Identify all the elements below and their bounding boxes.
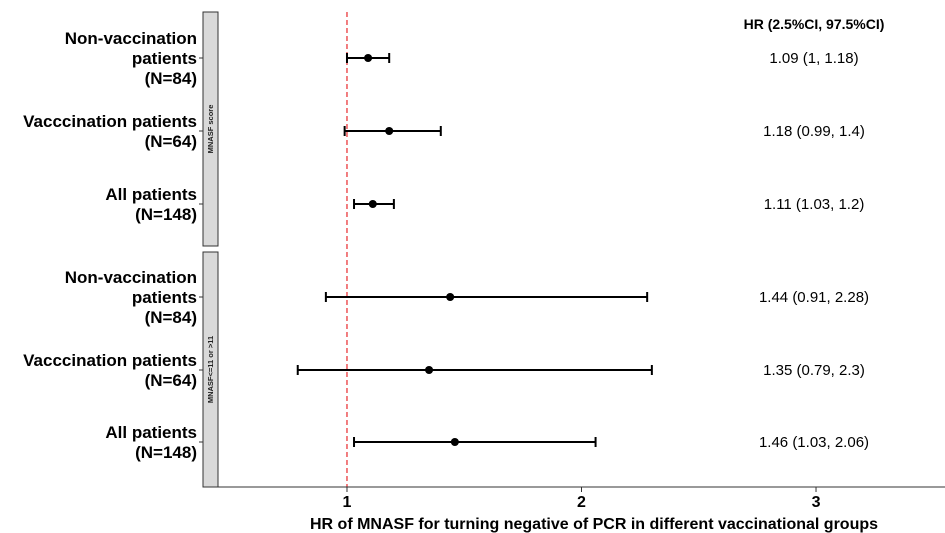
- hr-column-header: HR (2.5%CI, 97.5%CI): [744, 16, 885, 32]
- row-label: Non-vaccination patients (N=84): [65, 29, 197, 88]
- hr-point: [425, 366, 434, 374]
- row-label: All patients (N=148): [105, 185, 197, 224]
- row-label-line: Vacccination patients: [23, 351, 197, 370]
- forest-row: Non-vaccination patients (N=84) 1.44 (0.91,…: [65, 268, 869, 327]
- row-label: All patients (N=148): [105, 423, 197, 462]
- row-label-line: Vacccination patients: [23, 112, 197, 131]
- facet-strips: MNASF score MNASF<=11 or >11: [202, 11, 219, 488]
- forest-row: Non-vaccination patients (N=84) 1.09 (1, 1.…: [65, 29, 859, 88]
- hr-point: [368, 200, 377, 208]
- hr-value-text: 1.35 (0.79, 2.3): [763, 362, 865, 379]
- row-label-line: Non-vaccination: [65, 29, 197, 48]
- row-label-line: (N=64): [145, 371, 197, 390]
- hr-value-text: 1.46 (1.03, 2.06): [759, 434, 869, 451]
- row-label: Vacccination patients (N=64): [23, 112, 197, 151]
- x-axis-label: HR of MNASF for turning negative of PCR …: [310, 516, 878, 533]
- row-label: Vacccination patients (N=64): [23, 351, 197, 390]
- hr-value-text: 1.18 (0.99, 1.4): [763, 123, 865, 140]
- x-tick-label: 2: [577, 494, 586, 511]
- row-label-line: patients: [132, 49, 197, 68]
- forest-rows: Non-vaccination patients (N=84)1.09 (1, 1.…: [23, 29, 869, 462]
- hr-point: [364, 54, 373, 62]
- row-label-line: All patients: [105, 423, 197, 442]
- facet-strip-label: MNASF score: [206, 105, 215, 154]
- hr-point: [385, 127, 394, 135]
- hr-value-text: 1.09 (1, 1.18): [769, 50, 858, 67]
- x-axis: 1 2 3: [218, 486, 945, 511]
- facet-strip: [202, 11, 219, 247]
- row-label: Non-vaccination patients (N=84): [65, 268, 197, 327]
- facet-strip-label: MNASF<=11 or >11: [206, 336, 215, 403]
- row-label-line: patients: [132, 288, 197, 307]
- row-label-line: All patients: [105, 185, 197, 204]
- x-tick-label: 3: [812, 494, 821, 511]
- forest-row: All patients (N=148) 1.46 (1.03, 2.06): [105, 423, 869, 462]
- forest-row: Vacccination patients (N=64) 1.35 (0.79, 2…: [23, 351, 865, 390]
- row-label-line: (N=148): [135, 443, 197, 462]
- row-label-line: (N=84): [145, 308, 197, 327]
- hr-point: [446, 293, 455, 301]
- row-label-line: (N=64): [145, 132, 197, 151]
- forest-row: All patients (N=148) 1.11 (1.03, 1.2): [105, 185, 864, 224]
- row-label-line: Non-vaccination: [65, 268, 197, 287]
- row-label-line: (N=148): [135, 205, 197, 224]
- hr-point: [450, 438, 459, 446]
- forest-row: Vacccination patients (N=64) 1.18 (0.99, 1…: [23, 112, 865, 151]
- hr-value-text: 1.44 (0.91, 2.28): [759, 289, 869, 306]
- x-tick-label: 1: [343, 494, 352, 511]
- hr-value-text: 1.11 (1.03, 1.2): [764, 196, 865, 213]
- row-label-line: (N=84): [145, 69, 197, 88]
